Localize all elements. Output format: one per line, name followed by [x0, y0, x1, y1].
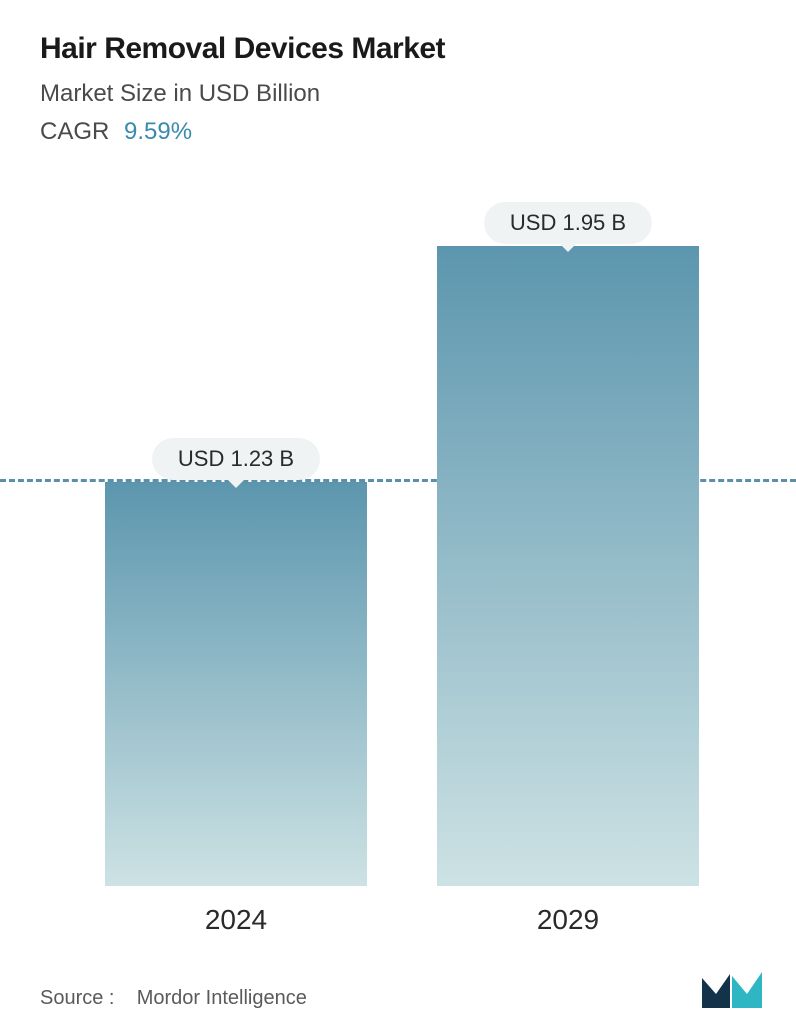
bars-container: USD 1.23 B USD 1.95 B [40, 186, 764, 886]
chart-title: Hair Removal Devices Market [40, 32, 764, 66]
source-attribution: Source : Mordor Intelligence [40, 987, 307, 1010]
source-name: Mordor Intelligence [137, 987, 307, 1009]
mordor-logo-icon [700, 970, 764, 1010]
source-label: Source : [40, 987, 114, 1009]
x-axis-label: 2029 [437, 904, 699, 936]
bar-group: USD 1.23 B [105, 438, 367, 886]
bar [105, 482, 367, 886]
chart-subtitle: Market Size in USD Billion [40, 80, 764, 108]
x-axis-labels: 2024 2029 [40, 886, 764, 936]
cagr-row: CAGR 9.59% [40, 118, 764, 146]
cagr-label: CAGR [40, 118, 109, 145]
bar [437, 246, 699, 886]
chart-footer: Source : Mordor Intelligence [40, 970, 764, 1010]
bar-value-label: USD 1.95 B [484, 202, 652, 244]
bar-group: USD 1.95 B [437, 202, 699, 886]
bar-value-label: USD 1.23 B [152, 438, 320, 480]
chart-area: USD 1.23 B USD 1.95 B [40, 186, 764, 886]
cagr-value: 9.59% [124, 118, 192, 145]
x-axis-label: 2024 [105, 904, 367, 936]
